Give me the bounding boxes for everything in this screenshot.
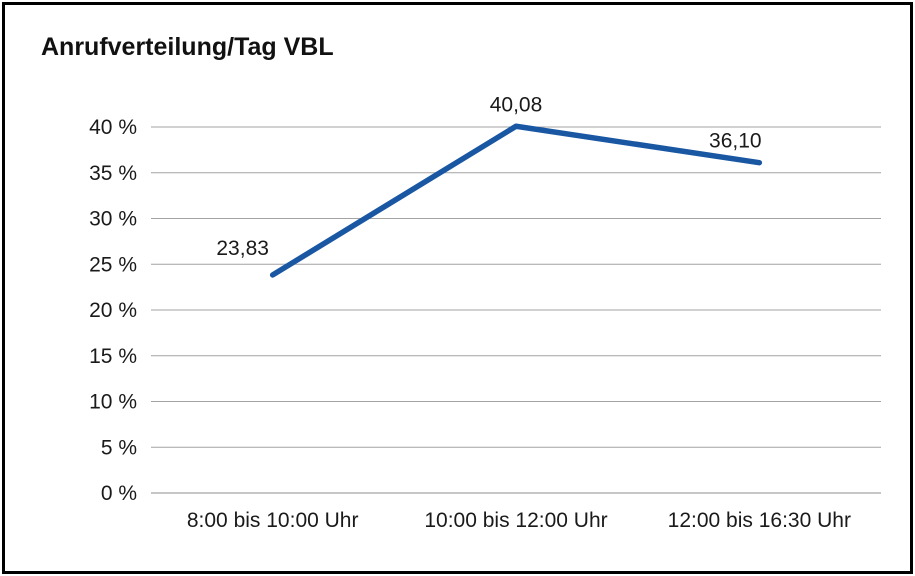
y-tick-label: 40 % bbox=[89, 116, 137, 139]
y-tick-label: 35 % bbox=[89, 162, 137, 185]
chart-title: Anrufverteilung/Tag VBL bbox=[41, 33, 334, 61]
y-tick-label: 15 % bbox=[89, 345, 137, 368]
data-label: 36,10 bbox=[709, 130, 762, 153]
data-line bbox=[269, 123, 763, 278]
x-tick-label: 10:00 bis 12:00 Uhr bbox=[424, 509, 607, 532]
data-label: 40,08 bbox=[490, 93, 543, 116]
y-tick-label: 25 % bbox=[89, 253, 137, 276]
x-tick-label: 8:00 bis 10:00 Uhr bbox=[187, 509, 359, 532]
y-tick-label: 10 % bbox=[89, 391, 137, 414]
data-label: 23,83 bbox=[216, 237, 269, 260]
x-tick-label: 12:00 bis 16:30 Uhr bbox=[668, 509, 851, 532]
y-tick-label: 20 % bbox=[89, 299, 137, 322]
y-tick-label: 0 % bbox=[101, 482, 137, 505]
y-tick-label: 30 % bbox=[89, 208, 137, 231]
y-tick-label: 5 % bbox=[101, 436, 137, 459]
line-chart: 0 % 5 % 10 % 15 % 20 % 25 % 30 % 35 % 40 % 8:00 b… bbox=[89, 93, 881, 532]
